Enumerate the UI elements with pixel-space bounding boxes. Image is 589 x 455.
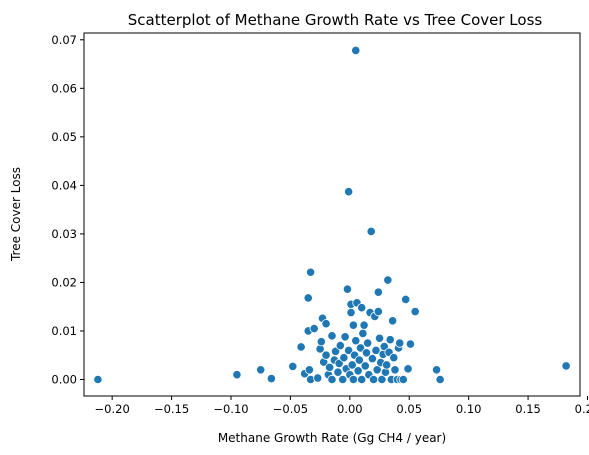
data-point: [348, 374, 358, 385]
y-tick-label: 0.01: [51, 324, 77, 338]
data-point: [342, 284, 353, 294]
data-point: [374, 333, 385, 343]
data-point: [389, 353, 399, 363]
data-point: [360, 361, 370, 371]
data-point: [309, 323, 319, 334]
data-point: [316, 337, 326, 347]
data-point: [93, 374, 103, 385]
data-point: [335, 340, 345, 351]
data-point: [353, 366, 363, 376]
y-tick-label: 0.04: [51, 178, 77, 192]
y-tick-label: 0.05: [51, 130, 77, 144]
data-point: [306, 267, 316, 277]
data-point: [368, 374, 379, 385]
data-point: [410, 306, 420, 317]
data-point: [327, 374, 337, 385]
data-point: [357, 374, 367, 385]
data-point: [313, 373, 323, 383]
data-point: [344, 187, 354, 197]
data-point: [333, 367, 343, 377]
data-point: [351, 45, 361, 56]
data-point: [405, 339, 416, 349]
data-point: [348, 320, 358, 330]
data-point: [401, 294, 411, 305]
data-point: [395, 338, 405, 348]
x-tick-label: 0.15: [515, 402, 541, 416]
data-point: [339, 353, 349, 363]
y-axis-label: Tree Cover Loss: [9, 167, 23, 262]
data-point: [363, 338, 373, 348]
data-point: [327, 331, 337, 341]
y-tick-label: 0.03: [51, 227, 77, 241]
data-point: [431, 365, 442, 375]
chart-title: Scatterplot of Methane Growth Rate vs Tr…: [128, 11, 543, 29]
data-point: [371, 345, 381, 355]
data-point: [266, 373, 276, 384]
data-point: [435, 374, 445, 385]
data-point: [351, 336, 361, 346]
data-point: [288, 361, 298, 371]
data-point: [388, 316, 398, 326]
data-point: [377, 374, 387, 385]
data-point: [359, 320, 369, 330]
x-tick-label: 0.10: [456, 402, 482, 416]
data-point: [357, 303, 367, 313]
data-point: [303, 293, 313, 303]
data-point: [403, 364, 413, 374]
data-point: [398, 374, 408, 385]
x-tick-label: −0.20: [95, 402, 130, 416]
y-tick-label: 0.02: [51, 275, 77, 289]
data-point: [385, 335, 395, 345]
data-point: [361, 348, 372, 358]
data-point: [358, 328, 368, 338]
x-tick-label: 0.20: [575, 402, 589, 416]
data-point: [344, 345, 354, 355]
y-tick-label: 0.00: [51, 373, 77, 387]
plot-frame: [83, 32, 581, 397]
data-point: [346, 307, 356, 318]
y-tick-label: 0.07: [51, 33, 77, 47]
data-point: [338, 374, 348, 385]
data-point: [382, 360, 392, 370]
data-point: [304, 365, 315, 375]
data-point: [354, 355, 364, 365]
data-point: [347, 360, 357, 370]
data-point: [383, 275, 393, 285]
data-point: [296, 342, 306, 352]
data-point: [372, 365, 382, 375]
x-tick-label: 0.05: [396, 402, 422, 416]
x-tick-label: −0.05: [273, 402, 308, 416]
data-point: [256, 365, 266, 375]
x-tick-label: −0.10: [213, 402, 248, 416]
data-point: [373, 287, 383, 297]
data-point: [340, 332, 350, 342]
data-point: [321, 350, 331, 360]
data-point: [355, 343, 366, 353]
data-point: [366, 226, 376, 237]
data-points: [93, 45, 571, 385]
x-axis-label: Methane Growth Rate (Gg CH4 / year): [218, 431, 446, 445]
data-point: [321, 319, 331, 329]
data-point: [232, 370, 242, 380]
data-point: [373, 306, 383, 317]
data-point: [367, 354, 378, 364]
data-point: [561, 361, 571, 371]
x-tick-label: 0.00: [337, 402, 363, 416]
data-point: [325, 362, 335, 372]
data-point: [390, 365, 400, 375]
x-tick-label: −0.15: [154, 402, 189, 416]
axis-ticks: −0.20 −0.15 −0.10 −0.05 0.00 0.05 0.10 0.15 0.20…: [51, 33, 589, 416]
y-tick-label: 0.06: [51, 81, 77, 95]
